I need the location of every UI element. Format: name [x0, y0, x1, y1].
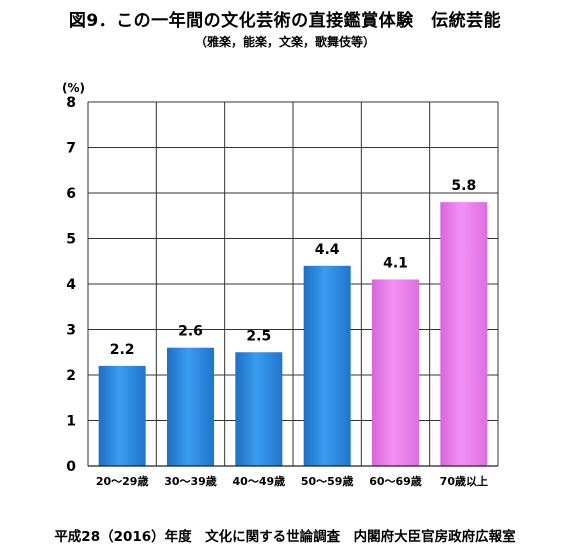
y-tick-label: 4: [66, 277, 76, 293]
x-tick-label: 60～69歳: [369, 474, 422, 488]
y-tick-label: 0: [66, 459, 76, 475]
data-label: 4.4: [315, 242, 340, 258]
y-tick-label: 6: [66, 186, 76, 202]
bar: [235, 352, 283, 466]
y-axis-unit-label: (%): [62, 81, 85, 95]
bar: [167, 347, 214, 466]
data-label: 2.5: [246, 328, 271, 344]
bar: [303, 265, 351, 466]
y-tick-label: 2: [66, 368, 76, 384]
y-tick-label: 8: [66, 95, 76, 111]
data-label: 2.6: [178, 324, 203, 340]
x-tick-label: 20～29歳: [96, 474, 149, 488]
data-labels: 2.2 2.6 2.5 4.4 4.1 5.8: [110, 178, 476, 358]
gridlines: [87, 101, 499, 467]
data-label: 4.1: [383, 255, 408, 271]
y-tick-label: 5: [66, 232, 76, 248]
bar-chart: 2.2 2.6 2.5 4.4 4.1 5.8 0 1 2 3 4 5 6 7 8(%) 20～29歳 30～…: [62, 81, 499, 488]
y-tick-label: 1: [66, 414, 76, 430]
x-tick-label: 40～49歳: [233, 474, 286, 488]
bar: [440, 202, 488, 466]
bar: [372, 279, 419, 466]
chart-title: 図9．この一年間の文化芸術の直接鑑賞体験 伝統芸能: [68, 11, 502, 31]
bars: [98, 202, 488, 466]
y-tick-label: 3: [66, 323, 76, 339]
axes: 0 1 2 3 4 5 6 7 8(%) 20～29歳 30～39歳 40～49歳 50～59歳 60～6…: [62, 81, 498, 488]
data-label: 5.8: [451, 178, 476, 194]
x-tick-label: 50～59歳: [301, 474, 354, 488]
y-tick-label: 7: [66, 141, 76, 157]
source-footer: 平成28（2016）年度 文化に関する世論調査 内閣府大臣官房政府広報室: [54, 529, 516, 545]
x-tick-label: 30～39歳: [164, 474, 217, 488]
data-label: 2.2: [110, 342, 135, 358]
x-tick-label: 70歳以上: [440, 474, 488, 488]
chart-subtitle: （雅楽，能楽，文楽，歌舞伎等）: [194, 35, 375, 49]
bar: [98, 365, 146, 466]
